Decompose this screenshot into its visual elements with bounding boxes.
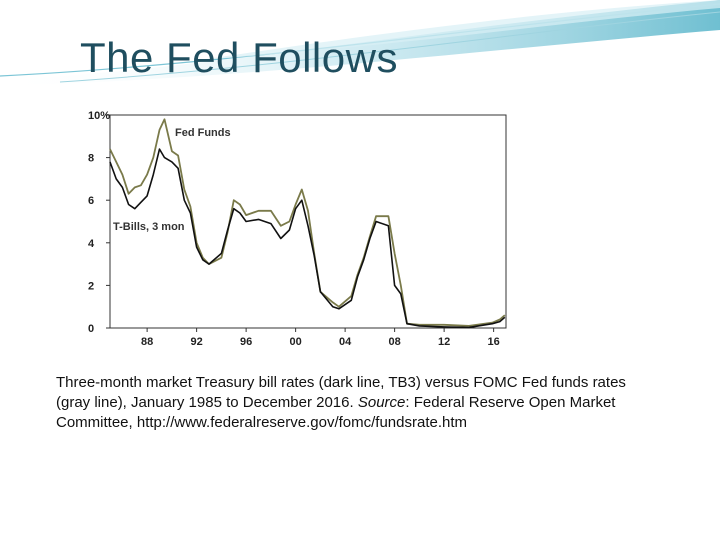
y-tick-label: 6 (88, 195, 94, 207)
x-tick-label: 88 (141, 336, 153, 348)
slide-title: The Fed Follows (80, 34, 398, 81)
x-tick-label: 04 (339, 336, 352, 348)
x-tick-label: 00 (290, 336, 302, 348)
series-line-fed-funds (109, 118, 506, 327)
caption-text-2: : Federal Reserve Open Market Committee,… (56, 394, 616, 431)
caption-source-label: Source (357, 394, 406, 411)
x-tick-label: 16 (488, 336, 500, 348)
legend-fed-funds: Fed Funds (175, 127, 231, 139)
plot-frame (109, 114, 507, 329)
y-tick-label: 10% (88, 110, 110, 122)
series-lines (109, 118, 506, 329)
x-tick-label: 92 (191, 336, 203, 348)
caption-text-1: Three-month market Treasury bill rates (… (56, 374, 626, 411)
x-tick-label: 08 (389, 336, 401, 348)
x-tick-label: 12 (438, 336, 450, 348)
x-axis: 88 92 96 00 04 08 12 16 (141, 328, 500, 348)
y-tick-label: 2 (88, 280, 94, 292)
header-swoosh-decoration (0, 0, 720, 86)
y-tick-label: 4 (88, 238, 95, 250)
y-tick-label: 0 (88, 323, 94, 335)
y-axis: 10% 8 6 4 2 0 (88, 110, 110, 335)
figure-caption: Three-month market Treasury bill rates (… (56, 373, 656, 433)
y-tick-label: 8 (88, 153, 94, 165)
x-tick-label: 96 (240, 336, 252, 348)
rate-chart: 10% 8 6 4 2 0 88 92 96 00 04 08 12 16 Fed Funds T-Bi… (88, 110, 507, 348)
legend-tbills: T-Bills, 3 mon (113, 221, 185, 233)
series-line-tbills (109, 148, 506, 329)
